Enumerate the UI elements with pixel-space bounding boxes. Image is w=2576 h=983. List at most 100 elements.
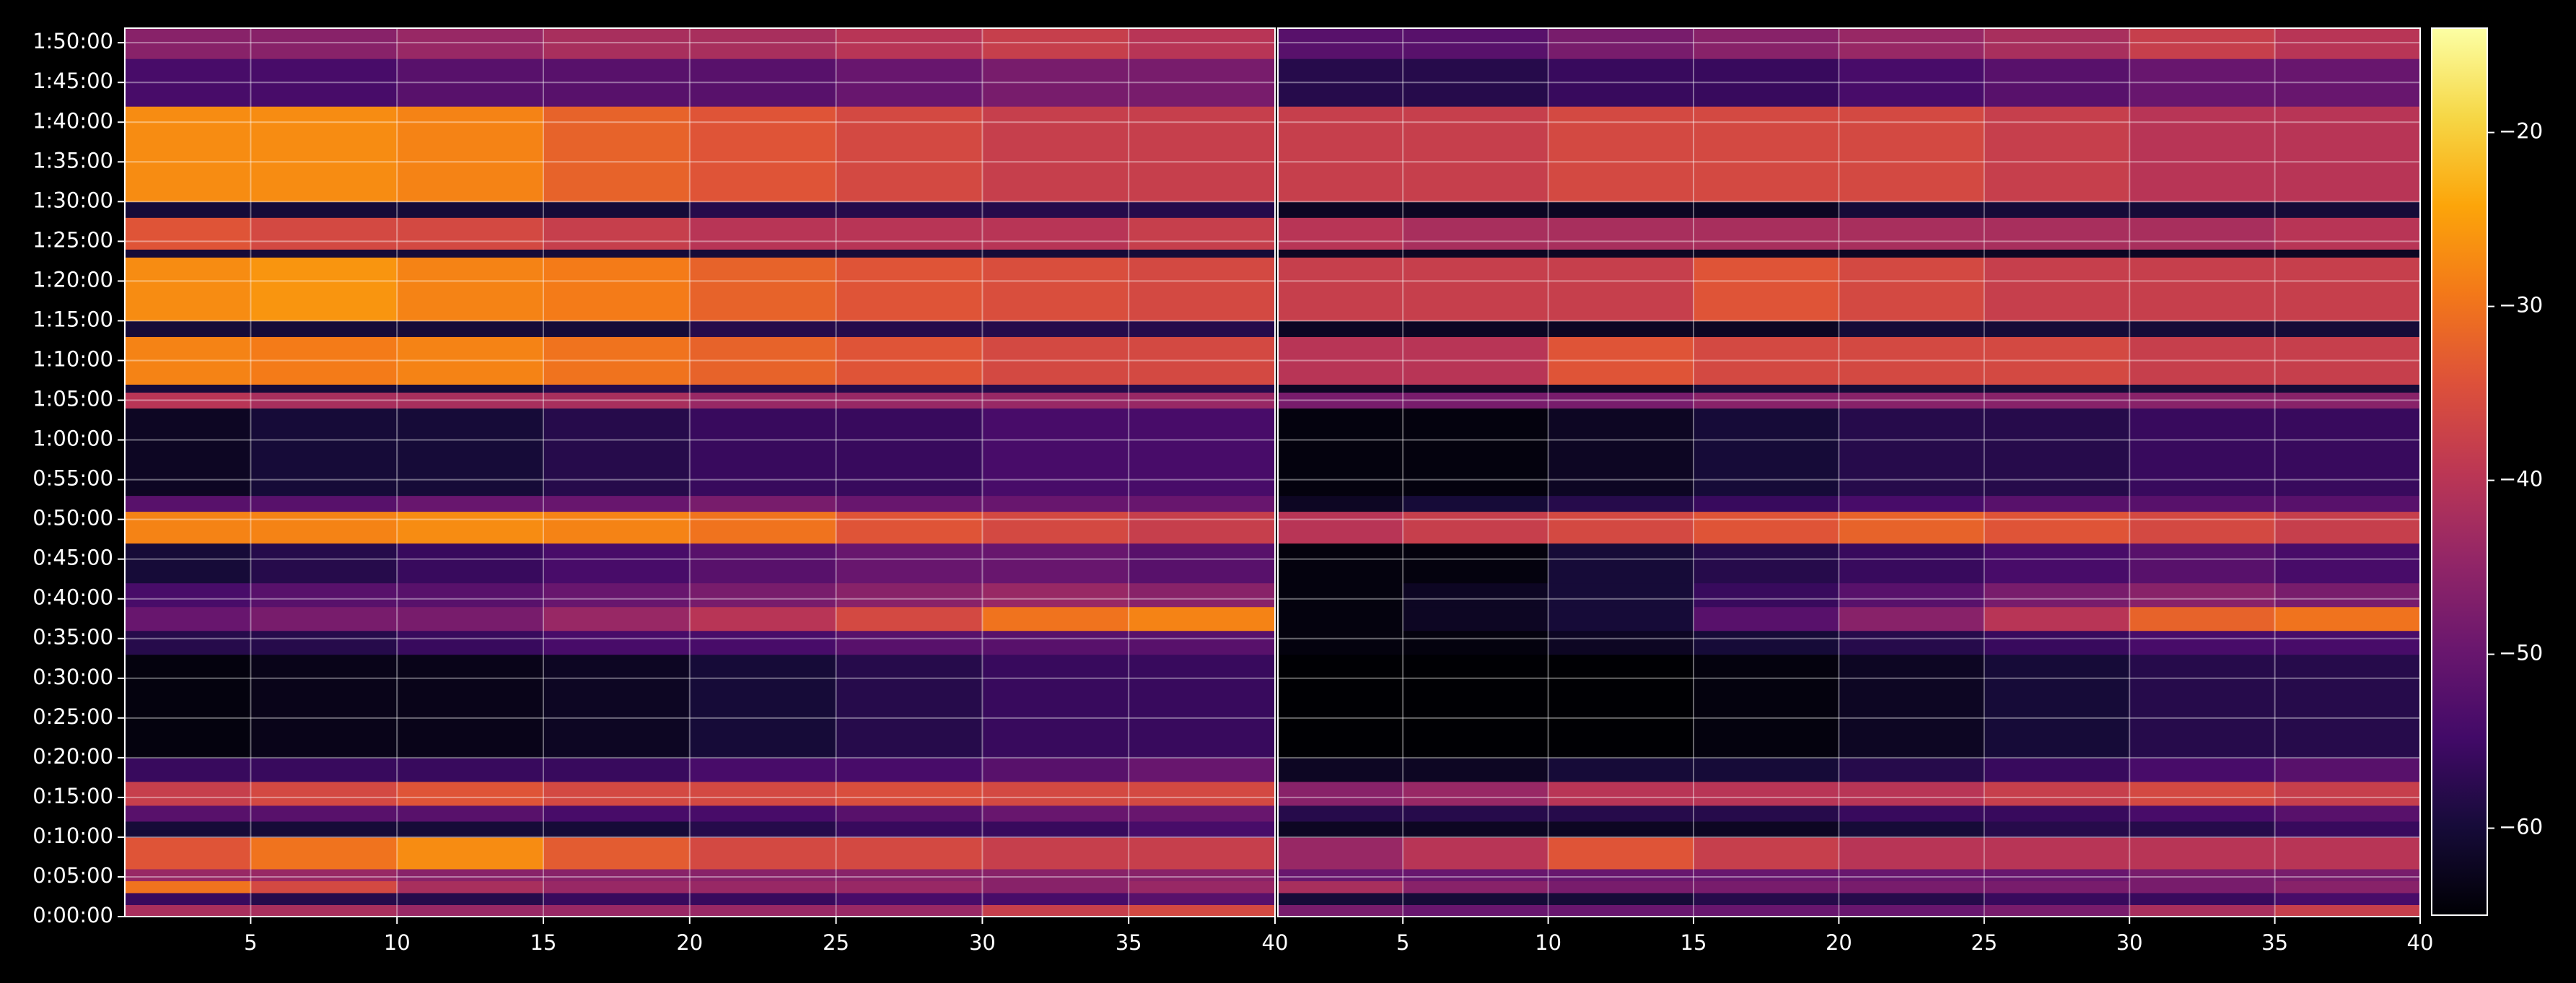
heatmap-cell — [2129, 495, 2276, 512]
heatmap-cell — [1278, 58, 1403, 107]
heatmap-cell — [836, 868, 983, 881]
heatmap-cell — [2274, 320, 2421, 337]
heatmap-cell — [689, 654, 837, 759]
heatmap-cell — [543, 408, 691, 497]
heatmap-cell — [125, 904, 251, 917]
heatmap-cell — [543, 106, 691, 202]
heatmap-cell — [1694, 781, 1839, 806]
heatmap-cell — [1403, 904, 1549, 917]
heatmap-cell — [689, 757, 837, 782]
heatmap-cell — [1548, 201, 1694, 218]
heatmap-cell — [982, 384, 1129, 393]
heatmap-cell — [1403, 836, 1549, 870]
heatmap-cell — [1694, 543, 1839, 584]
heatmap-cell — [1403, 582, 1549, 608]
heatmap-cell — [1694, 257, 1839, 321]
heatmap-cell — [1129, 781, 1276, 806]
heatmap-cell — [397, 495, 544, 512]
heatmap-cell — [1548, 868, 1694, 881]
heatmap-cell — [1839, 249, 1985, 258]
heatmap-cell — [1129, 654, 1276, 759]
heatmap-cell — [250, 28, 398, 59]
heatmap-cell — [836, 892, 983, 905]
heatmap-cell — [982, 821, 1129, 838]
heatmap-cell — [1984, 582, 2130, 608]
heatmap-cell — [250, 217, 398, 250]
heatmap-cell — [2129, 392, 2276, 409]
heatmap-cell — [543, 868, 691, 881]
heatmap-cell — [1278, 511, 1403, 544]
heatmap-cell — [1403, 821, 1549, 838]
heatmap-cell — [1839, 392, 1985, 409]
heatmap-cell — [1839, 257, 1985, 321]
x-tick-label: 15 — [530, 930, 557, 955]
heatmap-cell — [125, 408, 251, 497]
heatmap-cell — [1278, 495, 1403, 512]
heatmap-cell — [1278, 630, 1403, 655]
heatmap-cell — [1403, 336, 1549, 385]
heatmap-cell — [1278, 106, 1403, 202]
heatmap-cell — [2129, 582, 2276, 608]
colorbar-tick-label: −60 — [2499, 815, 2543, 839]
heatmap-cell — [1403, 495, 1549, 512]
heatmap-cell — [1839, 606, 1985, 632]
heatmap-cell — [1278, 868, 1403, 881]
heatmap-cell — [397, 511, 544, 544]
heatmap-cell — [1839, 904, 1985, 917]
heatmap-cell — [250, 606, 398, 632]
heatmap-cell — [1548, 805, 1694, 822]
heatmap-cell — [543, 821, 691, 838]
heatmap-cell — [2274, 543, 2421, 584]
heatmap-cell — [1548, 249, 1694, 258]
y-tick-label: 0:50:00 — [32, 506, 113, 530]
heatmap-cell — [836, 336, 983, 385]
heatmap-cell — [2129, 249, 2276, 258]
heatmap-cell — [982, 249, 1129, 258]
y-tick-label: 1:50:00 — [32, 29, 113, 53]
heatmap-cell — [2129, 606, 2276, 632]
heatmap-cell — [1403, 58, 1549, 107]
heatmap-cell — [1403, 881, 1549, 894]
heatmap-cell — [982, 495, 1129, 512]
heatmap-cell — [1984, 217, 2130, 250]
x-tick-label: 10 — [1535, 930, 1561, 955]
heatmap-cell — [1278, 408, 1403, 497]
heatmap-cell — [1129, 543, 1276, 584]
heatmap-cell — [1278, 28, 1403, 59]
heatmap-cell — [1984, 58, 2130, 107]
heatmap-cell — [689, 881, 837, 894]
heatmap-cell — [1694, 757, 1839, 782]
heatmap-cell — [250, 336, 398, 385]
heatmap-cell — [836, 606, 983, 632]
heatmap-cell — [1403, 543, 1549, 584]
heatmap-cell — [1694, 630, 1839, 655]
heatmap-cell — [2129, 654, 2276, 759]
heatmap-cell — [836, 582, 983, 608]
heatmap-cell — [1984, 408, 2130, 497]
heatmap-cell — [836, 28, 983, 59]
heatmap-cell — [250, 320, 398, 337]
heatmap-cell — [1548, 511, 1694, 544]
x-tick-label: 25 — [823, 930, 849, 955]
heatmap-cell — [982, 836, 1129, 870]
heatmap-cell — [1278, 904, 1403, 917]
heatmap-cell — [397, 392, 544, 409]
heatmap-cell — [1694, 805, 1839, 822]
heatmap-cell — [1694, 249, 1839, 258]
heatmap-cell — [125, 892, 251, 905]
heatmap-cell — [689, 582, 837, 608]
heatmap-cell — [2274, 881, 2421, 894]
x-tick-label: 5 — [244, 930, 257, 955]
heatmap-cell — [543, 582, 691, 608]
heatmap-cell — [689, 495, 837, 512]
heatmap-cell — [1694, 654, 1839, 759]
heatmap-cell — [982, 201, 1129, 218]
heatmap-cell — [1694, 320, 1839, 337]
heatmap-cell — [2129, 106, 2276, 202]
heatmap-cell — [125, 320, 251, 337]
heatmap-cell — [1984, 606, 2130, 632]
heatmap-cell — [397, 408, 544, 497]
heatmap-cell — [1839, 320, 1985, 337]
heatmap-cell — [689, 511, 837, 544]
heatmap-cell — [1839, 28, 1985, 59]
